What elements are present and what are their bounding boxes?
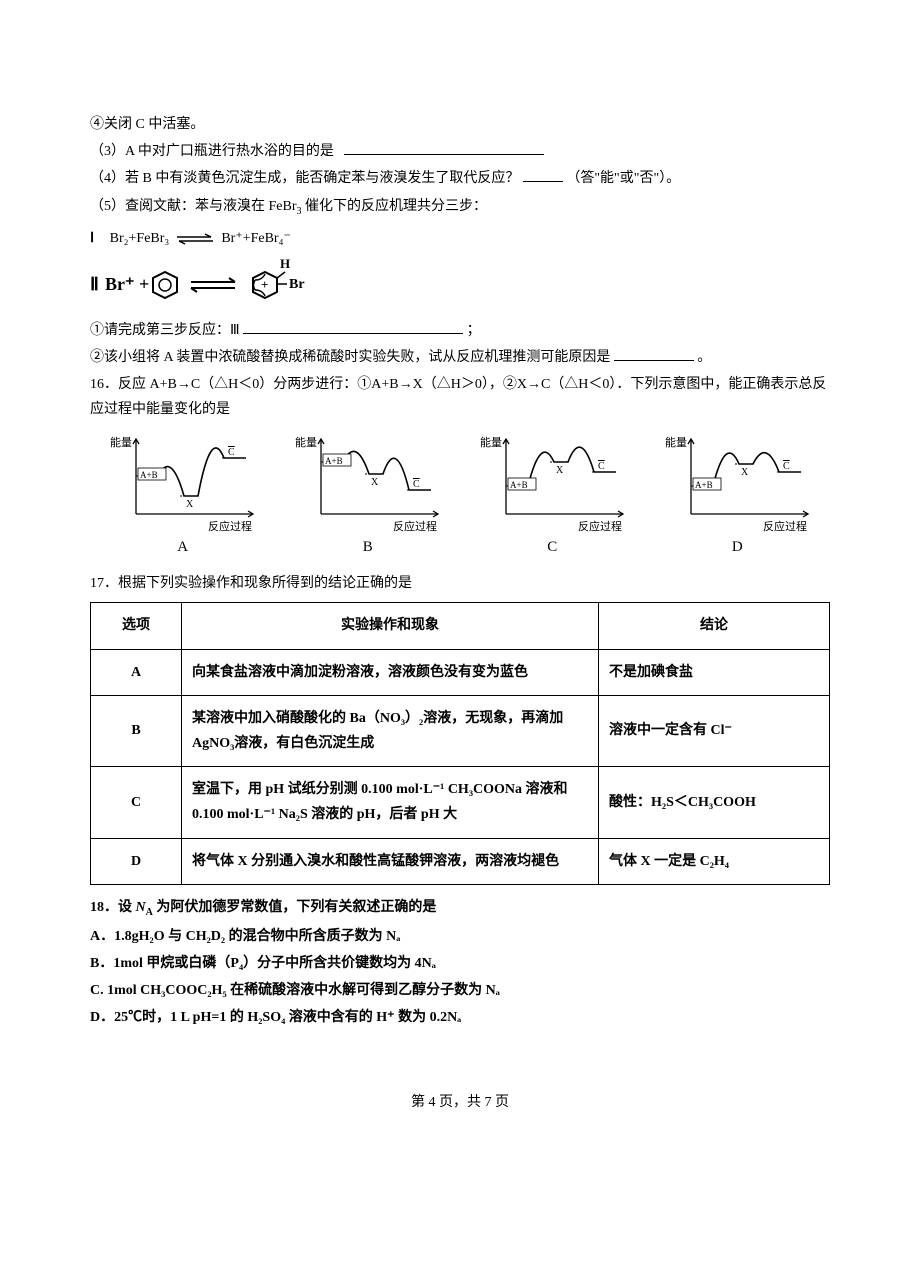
energy-chart-icon: 能量 反应过程 A+B X C	[108, 432, 258, 532]
q18-na: N	[136, 900, 146, 915]
svg-text:A+B: A+B	[695, 480, 713, 490]
svg-text:Br: Br	[289, 277, 305, 292]
q4-text: （4）若 B 中有淡黄色沉淀生成，能否确定苯与液溴发生了取代反应？	[90, 171, 519, 186]
q3-line: （3）A 中对广口瓶进行热水浴的目的是	[90, 139, 830, 164]
page-footer: 第 4 页，共 7 页	[90, 1090, 830, 1115]
step1-rhs: Br⁺+FeBr₄⁻	[221, 226, 291, 251]
q4-line: （4）若 B 中有淡黄色沉淀生成，能否确定苯与液溴发生了取代反应？ （答"能"或…	[90, 166, 830, 191]
q3-prefix: （3）A 中对广口瓶进行热水浴的目的是	[90, 144, 334, 159]
svg-text:Br⁺ +: Br⁺ +	[105, 274, 149, 294]
chart-C: 能量 反应过程 A+B X C	[478, 432, 628, 532]
q16-charts-row: 能量 反应过程 A+B X C 能量 反应过程 A+B X C 能量	[90, 432, 830, 532]
svg-text:A+B: A+B	[140, 470, 158, 480]
chart-A: 能量 反应过程 A+B X C	[108, 432, 258, 532]
q5-2-suffix: 。	[697, 350, 711, 365]
energy-chart-icon: 能量 反应过程 A+B X C	[293, 432, 443, 532]
q18-C: C. 1mol CH₃COOC₂H₅ 在稀硫酸溶液中水解可得到乙醇分子数为 Nₐ	[90, 978, 830, 1003]
svg-text:X: X	[556, 465, 564, 476]
col-op: 实验操作和现象	[182, 603, 599, 649]
energy-chart-icon: 能量 反应过程 A+B X C	[478, 432, 628, 532]
cell-conc: 溶液中一定含有 Cl⁻	[599, 695, 830, 766]
table-row: D将气体 X 分别通入溴水和酸性高锰酸钾溶液，两溶液均褪色气体 X 一定是 C₂…	[91, 838, 830, 884]
svg-text:H: H	[280, 258, 290, 271]
chart-letter-D: D	[732, 534, 743, 561]
svg-text:能量: 能量	[110, 435, 132, 449]
svg-text:反应过程: 反应过程	[208, 519, 252, 532]
step1-lhs: Br₂+FeBr₃	[110, 226, 170, 251]
equilibrium-arrow-icon	[175, 232, 215, 246]
step1-roman: Ⅰ	[90, 226, 94, 251]
cell-conc: 酸性：H₂S＜CH₃COOH	[599, 767, 830, 838]
svg-text:C: C	[783, 461, 790, 472]
q5-suffix: 催化下的反应机理共分三步：	[305, 199, 487, 214]
svg-text:反应过程: 反应过程	[578, 519, 622, 532]
chart-letter-A: A	[177, 534, 188, 561]
benzene-reaction-icon: Br⁺ + + H Br	[105, 258, 335, 312]
cell-op: 将气体 X 分别通入溴水和酸性高锰酸钾溶液，两溶液均褪色	[182, 838, 599, 884]
q18-A: A．1.8gH₂O 与 CH₂D₂ 的混合物中所含质子数为 Nₐ	[90, 924, 830, 949]
q18-title: 18．设 NA 为阿伏加德罗常数值，下列有关叙述正确的是	[90, 895, 830, 922]
q16-letters-row: A B C D	[90, 534, 830, 561]
q5-text: （5）查阅文献：苯与液溴在 FeBr	[90, 199, 297, 214]
step1-equation: Ⅰ Br₂+FeBr₃ Br⁺+FeBr₄⁻	[90, 226, 830, 251]
q5-sub: 3	[297, 205, 302, 216]
chart-letter-C: C	[547, 534, 557, 561]
cell-opt: D	[91, 838, 182, 884]
text-line-4: ④关闭 C 中活塞。	[90, 112, 830, 137]
cell-conc: 气体 X 一定是 C₂H₄	[599, 838, 830, 884]
q3-blank	[344, 140, 544, 155]
q18-na-sub: A	[146, 907, 153, 918]
q5-line: （5）查阅文献：苯与液溴在 FeBr3 催化下的反应机理共分三步：	[90, 194, 830, 221]
step3-blank	[243, 319, 463, 334]
q4-blank	[523, 167, 563, 182]
col-conc: 结论	[599, 603, 830, 649]
energy-chart-icon: 能量 反应过程 A+B X C	[663, 432, 813, 532]
table-header-row: 选项 实验操作和现象 结论	[91, 603, 830, 649]
cell-opt: A	[91, 649, 182, 695]
svg-text:能量: 能量	[480, 435, 502, 449]
col-opt: 选项	[91, 603, 182, 649]
q5-2-prefix: ②该小组将 A 装置中浓硫酸替换成稀硫酸时实验失败，试从反应机理推测可能原因是	[90, 350, 610, 365]
q4-suffix: （答"能"或"否"）。	[566, 171, 680, 186]
svg-text:反应过程: 反应过程	[393, 519, 437, 532]
svg-text:X: X	[371, 477, 379, 488]
q17-title: 17．根据下列实验操作和现象所得到的结论正确的是	[90, 571, 830, 596]
q18-mid: 为阿伏加德罗常数值，下列有关叙述正确的是	[153, 900, 437, 915]
svg-text:C: C	[598, 461, 605, 472]
step2-roman: Ⅱ	[90, 268, 99, 300]
q5-part2-line: ②该小组将 A 装置中浓硫酸替换成稀硫酸时实验失败，试从反应机理推测可能原因是 …	[90, 345, 830, 370]
q16-text: 16．反应 A+B→C（△H＜0）分两步进行：①A+B→X（△H＞0），②X→C…	[90, 372, 830, 422]
cell-op: 某溶液中加入硝酸酸化的 Ba（NO₃）₂溶液，无现象，再滴加 AgNO₃溶液，有…	[182, 695, 599, 766]
svg-text:A+B: A+B	[325, 456, 343, 466]
cell-op: 向某食盐溶液中滴加淀粉溶液，溶液颜色没有变为蓝色	[182, 649, 599, 695]
q18-B: B．1mol 甲烷或白磷（P₄）分子中所含共价键数均为 4Nₐ	[90, 951, 830, 976]
cell-opt: C	[91, 767, 182, 838]
svg-text:能量: 能量	[665, 435, 687, 449]
svg-text:C: C	[413, 479, 420, 490]
svg-text:X: X	[186, 499, 194, 510]
svg-text:能量: 能量	[295, 435, 317, 449]
step3-suffix: ；	[467, 323, 481, 338]
q5-2-blank	[614, 346, 694, 361]
cell-conc: 不是加碘食盐	[599, 649, 830, 695]
chart-D: 能量 反应过程 A+B X C	[663, 432, 813, 532]
svg-text:X: X	[741, 467, 749, 478]
svg-text:C: C	[228, 447, 235, 458]
step3-prefix: ①请完成第三步反应：Ⅲ	[90, 323, 240, 338]
svg-text:反应过程: 反应过程	[763, 519, 807, 532]
table-row: A向某食盐溶液中滴加淀粉溶液，溶液颜色没有变为蓝色不是加碘食盐	[91, 649, 830, 695]
cell-opt: B	[91, 695, 182, 766]
chart-letter-B: B	[363, 534, 373, 561]
step2-equation: Ⅱ Br⁺ + + H Br	[90, 258, 830, 312]
q18-prefix: 18．设	[90, 900, 136, 915]
chart-B: 能量 反应过程 A+B X C	[293, 432, 443, 532]
q18-D: D．25℃时，1 L pH=1 的 H₂SO₄ 溶液中含有的 H⁺ 数为 0.2…	[90, 1005, 830, 1030]
svg-text:A+B: A+B	[510, 480, 528, 490]
q17-table: 选项 实验操作和现象 结论 A向某食盐溶液中滴加淀粉溶液，溶液颜色没有变为蓝色不…	[90, 602, 830, 884]
cell-op: 室温下，用 pH 试纸分别测 0.100 mol·L⁻¹ CH₃COONa 溶液…	[182, 767, 599, 838]
table-row: B某溶液中加入硝酸酸化的 Ba（NO₃）₂溶液，无现象，再滴加 AgNO₃溶液，…	[91, 695, 830, 766]
table-row: C室温下，用 pH 试纸分别测 0.100 mol·L⁻¹ CH₃COONa 溶…	[91, 767, 830, 838]
svg-text:+: +	[261, 277, 268, 292]
q5-step3-line: ①请完成第三步反应：Ⅲ ；	[90, 318, 830, 343]
